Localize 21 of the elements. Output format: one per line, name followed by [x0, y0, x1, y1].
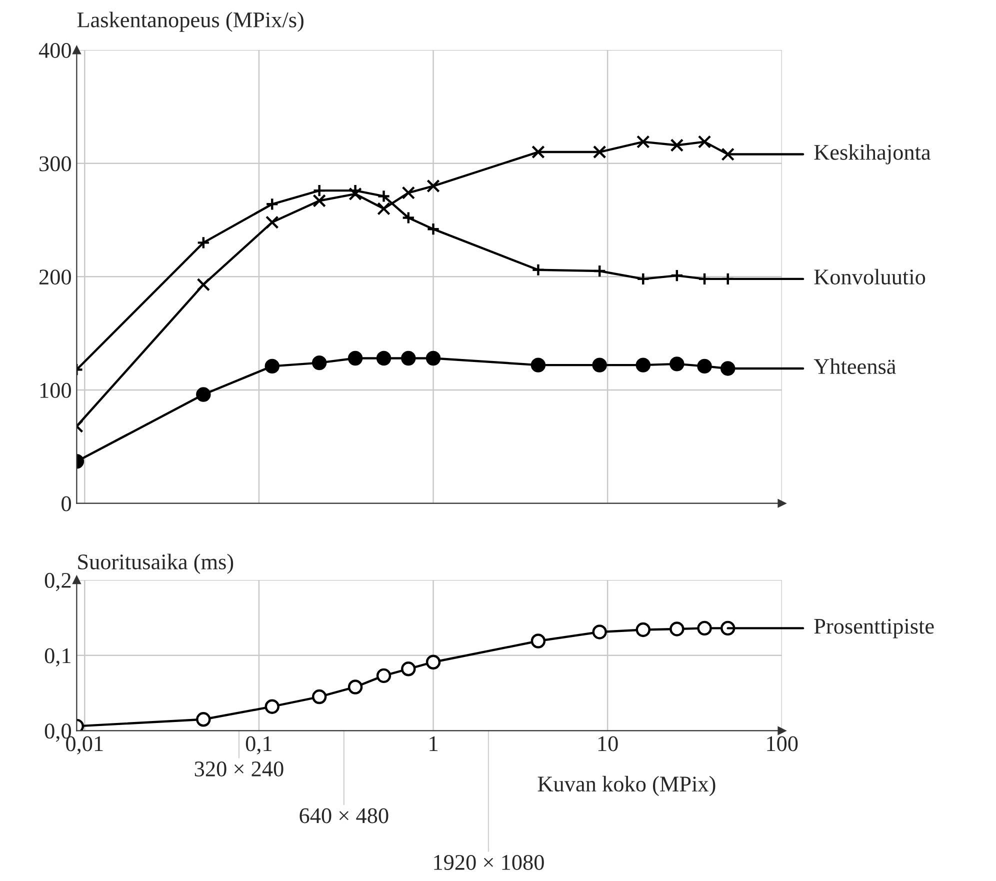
- x-tick-label: 10: [598, 736, 618, 752]
- legend-label: Prosenttipiste: [814, 618, 934, 638]
- y-axis-title: Suoritusaika (ms): [78, 554, 234, 574]
- ref-line-label: 320 × 240: [194, 761, 284, 776]
- ref-line-label: 1920 × 1080: [434, 854, 544, 870]
- y-tick-label: 100: [40, 382, 71, 398]
- y-axis-title: Laskentanopeus (MPix/s): [77, 12, 304, 32]
- y-tick-label: 0: [62, 496, 71, 512]
- ref-line-label: 640 × 480: [300, 808, 388, 824]
- x-tick-label: 1: [430, 736, 438, 751]
- y-tick-label: 300: [40, 156, 71, 172]
- y-tick-label: 200: [39, 270, 71, 285]
- legend-label: Konvoluutio: [814, 268, 926, 285]
- x-axis-title: Kuvan koko (MPix): [538, 776, 716, 796]
- x-tick-label: 0,1: [246, 736, 272, 754]
- y-tick-label: 0,1: [44, 648, 70, 666]
- legend-label: Yhteensä: [814, 358, 896, 374]
- legend-label: Keskihajonta: [814, 144, 931, 164]
- y-tick-label: 0,2: [44, 572, 71, 592]
- x-tick-label: 100: [767, 736, 798, 752]
- y-tick-label: 400: [38, 42, 71, 58]
